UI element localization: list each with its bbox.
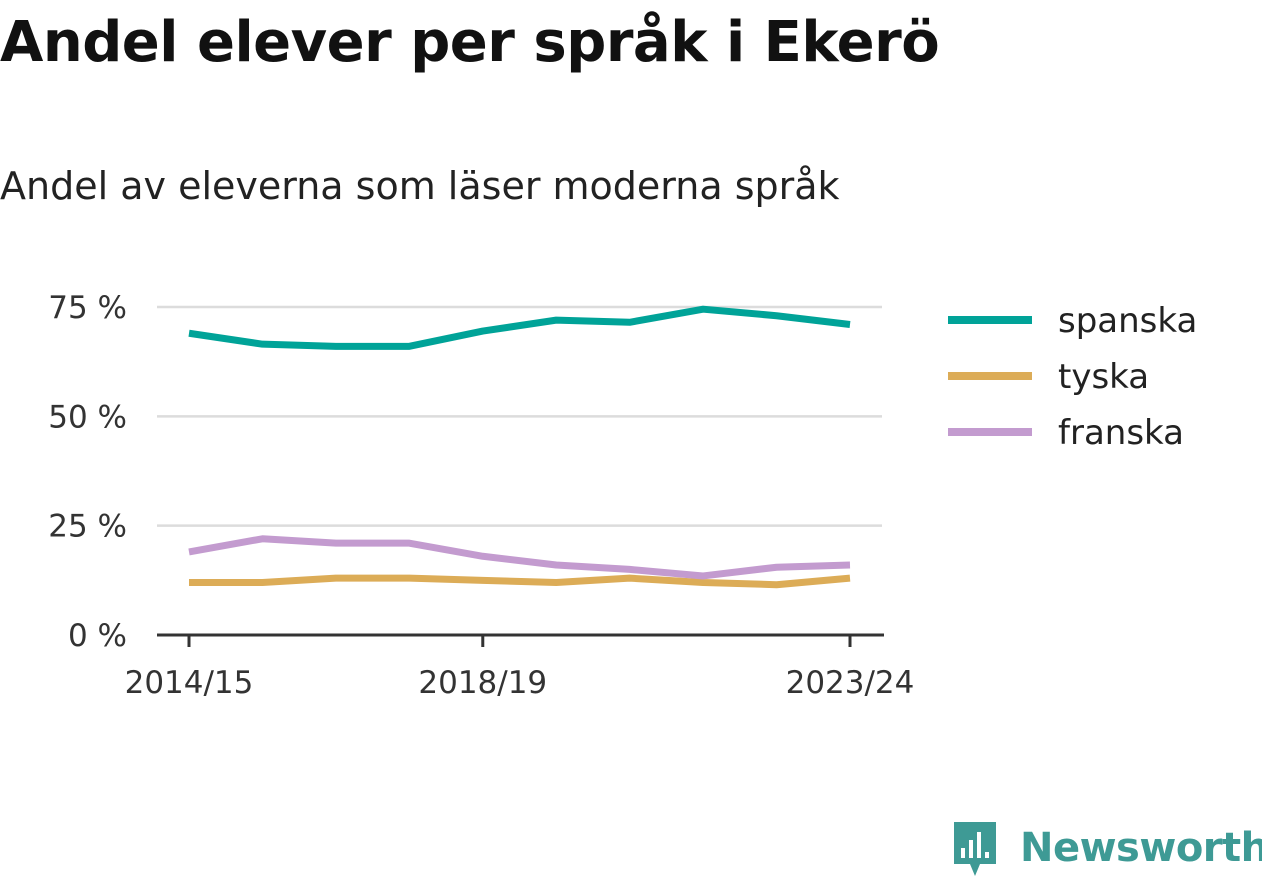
gridlines xyxy=(157,305,882,527)
y-tick-label: 75 % xyxy=(48,290,127,326)
series-line-spanska xyxy=(188,305,851,350)
x-tick-label: 2023/24 xyxy=(786,665,915,701)
legend-label-spanska: spanska xyxy=(1058,301,1197,341)
legend: spanska tyska franska xyxy=(948,301,1197,453)
legend-label-franska: franska xyxy=(1058,413,1184,453)
legend-label-tyska: tyska xyxy=(1058,357,1149,397)
line-chart: 0 % 25 % 50 % 75 % 2014/15 2018/19 2023/24 spa… xyxy=(48,290,1197,701)
series-line-franska xyxy=(188,535,851,580)
brand-logo: Newsworthy xyxy=(950,818,1262,878)
axes: 0 % 25 % 50 % 75 % 2014/15 2018/19 2023/24 xyxy=(48,290,914,701)
chart-title: Andel elever per språk i Ekerö xyxy=(0,10,940,75)
y-tick-label: 50 % xyxy=(48,399,127,435)
series-lines xyxy=(188,305,851,589)
chart-subtitle: Andel av eleverna som läser moderna språ… xyxy=(0,164,840,208)
brand-name: Newsworthy xyxy=(1020,825,1262,871)
series-line-tyska xyxy=(189,574,851,589)
x-tick-label: 2014/15 xyxy=(125,665,254,701)
newsworthy-logo-icon xyxy=(954,822,996,876)
x-tick-label: 2018/19 xyxy=(418,665,547,701)
y-tick-label: 25 % xyxy=(48,509,127,545)
y-tick-label: 0 % xyxy=(68,618,127,654)
